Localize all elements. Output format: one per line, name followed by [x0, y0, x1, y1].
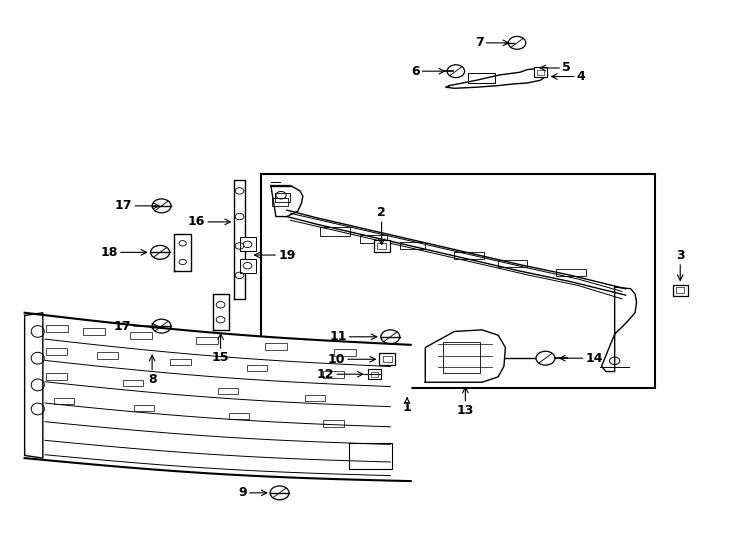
Bar — [673, 285, 688, 296]
Text: 12: 12 — [316, 368, 334, 381]
Bar — [98, 353, 118, 359]
Polygon shape — [25, 313, 411, 481]
Bar — [170, 359, 191, 365]
Bar — [272, 198, 288, 206]
Text: 7: 7 — [475, 36, 484, 49]
Bar — [368, 369, 381, 379]
Polygon shape — [25, 313, 43, 458]
Text: 17: 17 — [114, 320, 131, 333]
Text: 18: 18 — [101, 246, 118, 259]
Bar — [676, 287, 684, 293]
Bar — [349, 443, 393, 469]
Bar — [371, 372, 378, 377]
Text: 13: 13 — [457, 403, 474, 417]
Text: 17: 17 — [115, 199, 132, 212]
Bar — [556, 269, 586, 276]
Polygon shape — [602, 287, 636, 372]
Bar — [228, 413, 249, 419]
Polygon shape — [287, 210, 625, 295]
Bar — [334, 349, 356, 355]
Bar — [374, 240, 390, 252]
Bar — [377, 242, 386, 249]
Bar — [498, 260, 527, 267]
Bar — [305, 395, 325, 401]
Bar — [275, 193, 290, 201]
Bar — [239, 259, 255, 273]
Bar — [123, 380, 143, 386]
Bar — [130, 332, 152, 339]
Bar — [261, 174, 655, 388]
Text: 8: 8 — [148, 373, 156, 386]
Bar — [319, 227, 350, 236]
Bar — [534, 68, 547, 77]
Bar — [360, 235, 388, 243]
Bar — [379, 353, 396, 365]
Bar — [537, 70, 544, 75]
Polygon shape — [174, 234, 191, 271]
Bar — [443, 342, 480, 373]
Bar — [83, 328, 105, 335]
Text: 10: 10 — [327, 353, 345, 366]
Polygon shape — [213, 294, 228, 330]
Bar — [218, 388, 238, 394]
Text: 1: 1 — [403, 401, 412, 414]
Bar — [323, 371, 344, 377]
Text: 5: 5 — [562, 62, 571, 75]
Bar — [383, 356, 392, 362]
Text: 15: 15 — [212, 351, 229, 364]
Bar — [134, 404, 154, 411]
Bar — [239, 238, 255, 251]
Text: 6: 6 — [411, 65, 419, 78]
Bar — [468, 73, 495, 83]
Text: 16: 16 — [188, 215, 206, 228]
Bar — [265, 343, 287, 350]
Polygon shape — [446, 68, 548, 88]
Text: 19: 19 — [278, 248, 296, 261]
Bar — [454, 252, 484, 259]
Bar — [54, 398, 74, 404]
Text: 3: 3 — [676, 249, 685, 262]
Bar — [400, 242, 425, 249]
Bar — [323, 421, 344, 427]
Text: 11: 11 — [329, 330, 346, 343]
Polygon shape — [425, 330, 506, 382]
Polygon shape — [234, 180, 244, 299]
Bar — [247, 365, 267, 372]
Bar — [196, 337, 218, 344]
Text: 9: 9 — [238, 487, 247, 500]
Text: 2: 2 — [377, 206, 386, 219]
Polygon shape — [271, 186, 303, 217]
Bar — [46, 373, 67, 380]
Text: 14: 14 — [586, 352, 603, 365]
Bar — [46, 325, 68, 332]
Text: 4: 4 — [577, 70, 586, 83]
Bar — [46, 348, 67, 355]
